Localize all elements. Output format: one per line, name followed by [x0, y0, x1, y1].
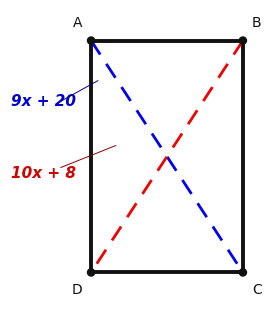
Circle shape — [239, 269, 246, 276]
Text: B: B — [252, 16, 261, 29]
Text: 10x + 8: 10x + 8 — [11, 166, 76, 181]
Text: 9x + 20: 9x + 20 — [11, 94, 76, 109]
Text: A: A — [73, 16, 82, 29]
Text: C: C — [252, 284, 262, 297]
Circle shape — [87, 37, 95, 44]
Circle shape — [239, 37, 246, 44]
Circle shape — [87, 269, 95, 276]
Text: D: D — [72, 284, 83, 297]
